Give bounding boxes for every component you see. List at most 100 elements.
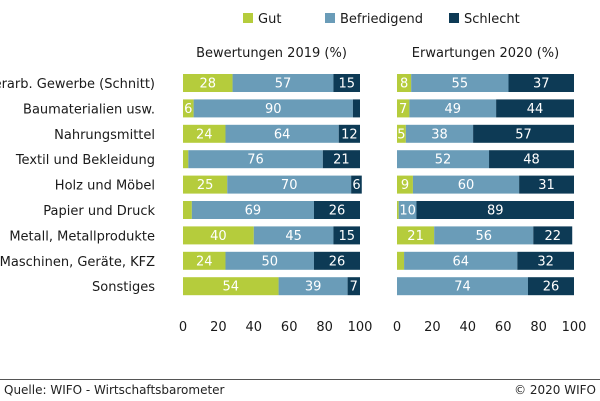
bar-segment-p1-r0-s2 (508, 74, 574, 92)
x-tick-label-p1-4: 80 (530, 320, 547, 335)
legend-swatch-0 (243, 13, 253, 23)
legend-swatch-2 (449, 13, 459, 23)
bar-segment-p0-r7-s1 (225, 251, 314, 270)
bar-segment-p0-r2-s2 (338, 124, 360, 143)
category-label-4: Holz und Möbel (55, 179, 155, 194)
data-label-p0-r0-s2: 15 (338, 77, 355, 92)
data-label-p0-r2-s1: 64 (274, 127, 291, 142)
data-label-p0-r7-s1: 50 (261, 254, 278, 269)
data-label-p0-r4-s0: 25 (197, 178, 214, 193)
category-label-6: Metall, Metallprodukte (9, 229, 155, 244)
bar-segment-p0-r7-s2 (313, 251, 360, 270)
data-label-p0-r2-s2: 12 (341, 127, 358, 142)
bar-segment-p0-r0-s1 (232, 74, 334, 92)
data-label-p1-r3-s1: 52 (435, 153, 452, 168)
x-tick-label-p1-3: 60 (495, 320, 512, 335)
panel-title-1: Erwartungen 2020 (%) (412, 46, 559, 61)
data-label-p0-r3-s2: 21 (333, 153, 350, 168)
bar-segment-p0-r3-s1 (188, 150, 323, 169)
bar-segment-p0-r7-s0 (183, 251, 226, 270)
bar-segment-p0-r6-s2 (333, 226, 360, 245)
data-label-p1-r0-s1: 55 (452, 77, 469, 92)
bar-segment-p0-r6-s0 (183, 226, 254, 245)
data-label-p0-r0-s1: 57 (275, 77, 292, 92)
x-tick-label-p1-2: 40 (460, 320, 477, 335)
bar-segment-p1-r8-s2 (527, 277, 574, 296)
data-label-p1-r8-s2: 26 (543, 280, 560, 295)
data-label-p0-r5-s1: 69 (245, 204, 262, 219)
data-label-p0-r1-s1: 90 (265, 102, 282, 117)
data-label-p1-r8-s1: 74 (454, 280, 471, 295)
bar-segment-p0-r2-s1 (225, 124, 339, 143)
x-tick-label-p0-5: 100 (348, 320, 373, 335)
bar-segment-p0-r2-s0 (183, 124, 226, 143)
data-label-p1-r1-s1: 49 (444, 102, 461, 117)
data-label-p0-r4-s2: 6 (352, 178, 360, 193)
data-label-p0-r1-s0: 6 (184, 102, 192, 117)
category-label-0: Verarb. Gewerbe (Schnitt) (0, 77, 155, 92)
bar-segment-p0-r4-s2 (351, 175, 362, 194)
x-tick-label-p0-0: 0 (179, 320, 187, 335)
bar-segment-p0-r1-s2 (352, 99, 360, 118)
x-tick-label-p1-0: 0 (393, 320, 401, 335)
data-label-p0-r8-s1: 39 (305, 280, 322, 295)
bar-segment-p0-r8-s2 (347, 277, 360, 296)
data-label-p0-r6-s2: 15 (338, 229, 355, 244)
x-tick-label-p0-2: 40 (246, 320, 263, 335)
bar-segment-p1-r4-s2 (519, 175, 574, 194)
category-label-3: Textil und Bekleidung (15, 153, 155, 168)
data-label-p1-r1-s2: 44 (527, 102, 544, 117)
data-label-p0-r4-s1: 70 (281, 178, 298, 193)
bar-segment-p1-r4-s0 (397, 175, 413, 194)
data-label-p1-r2-s0: 5 (397, 127, 405, 142)
bar-segment-p1-r6-s1 (434, 226, 534, 245)
legend-swatch-1 (325, 13, 335, 23)
data-label-p1-r2-s2: 57 (515, 127, 532, 142)
data-label-p1-r3-s2: 48 (523, 153, 540, 168)
data-label-p0-r8-s0: 54 (223, 280, 240, 295)
bar-segment-p0-r4-s0 (183, 175, 228, 194)
bar-segment-p1-r4-s1 (412, 175, 520, 194)
source-note: Quelle: WIFO - Wirtschaftsbarometer (4, 383, 225, 397)
bar-segment-p1-r8-s1 (397, 277, 528, 296)
data-label-p1-r0-s0: 8 (400, 77, 408, 92)
data-label-p1-r7-s1: 64 (452, 254, 469, 269)
bar-segment-p1-r1-s2 (496, 99, 574, 118)
bar-segment-p1-r5-s0 (397, 201, 399, 219)
data-label-p0-r0-s0: 28 (200, 77, 217, 92)
x-tick-label-p1-5: 100 (562, 320, 587, 335)
category-label-5: Papier und Druck (43, 204, 155, 219)
bar-segment-p1-r3-s2 (489, 150, 574, 169)
bar-segment-p1-r2-s1 (405, 124, 474, 143)
bar-segment-p0-r6-s1 (253, 226, 334, 245)
footer: Quelle: WIFO - Wirtschaftsbarometer © 20… (0, 379, 600, 401)
x-tick-label-p0-1: 20 (210, 320, 227, 335)
data-label-p0-r6-s1: 45 (285, 229, 302, 244)
data-label-p1-r1-s0: 7 (399, 102, 407, 117)
legend-label-0: Gut (258, 12, 281, 27)
bar-segment-p1-r7-s0 (397, 251, 405, 270)
x-tick-label-p1-1: 20 (424, 320, 441, 335)
data-label-p1-r0-s2: 37 (533, 77, 550, 92)
bar-segment-p1-r2-s2 (473, 124, 574, 143)
bar-segment-p0-r4-s1 (227, 175, 352, 194)
bar-segment-p0-r1-s1 (193, 99, 353, 118)
data-label-p0-r2-s0: 24 (196, 127, 213, 142)
bar-segment-p1-r0-s1 (411, 74, 509, 92)
data-label-p1-r6-s1: 56 (475, 229, 492, 244)
bar-segment-p1-r7-s1 (404, 251, 518, 270)
bar-segment-p0-r3-s2 (322, 150, 360, 169)
data-label-p1-r4-s2: 31 (538, 178, 555, 193)
data-label-p0-r6-s0: 40 (210, 229, 227, 244)
bar-segment-p0-r8-s1 (278, 277, 348, 296)
legend-label-1: Befriedigend (340, 12, 423, 27)
data-label-p1-r7-s2: 32 (537, 254, 554, 269)
bar-segment-p1-r5-s2 (416, 201, 574, 219)
data-label-p0-r8-s2: 7 (350, 280, 358, 295)
panel-title-0: Bewertungen 2019 (%) (196, 46, 347, 61)
data-label-p1-r5-s2: 89 (487, 204, 504, 219)
bar-segment-p1-r1-s0 (397, 99, 410, 118)
bar-segment-p1-r2-s0 (397, 124, 406, 143)
stacked-bar-chart: Gut Befriedigend Schlecht Verarb. Gewerbe (… (0, 12, 587, 335)
category-label-7: Maschinen, Geräte, KFZ (0, 255, 155, 270)
